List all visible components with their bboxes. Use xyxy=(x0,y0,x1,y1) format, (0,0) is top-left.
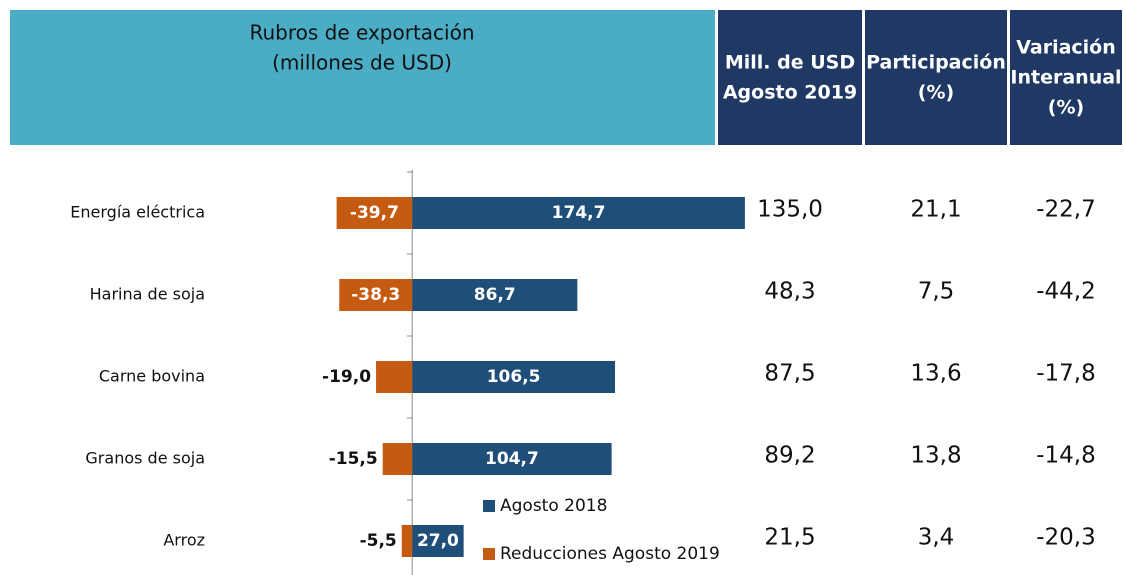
header-cell xyxy=(718,10,862,145)
table-cell: -14,8 xyxy=(1036,443,1096,469)
bar xyxy=(382,443,413,475)
bar xyxy=(339,279,413,311)
bar xyxy=(336,197,413,229)
table-cell: -20,3 xyxy=(1036,525,1096,551)
table-cell: 7,5 xyxy=(918,279,955,305)
bar xyxy=(376,361,413,393)
data-label: -39,7 xyxy=(350,203,399,223)
bar xyxy=(412,525,464,557)
table-cell: -17,8 xyxy=(1036,361,1096,387)
table-cell: -22,7 xyxy=(1036,197,1096,223)
category-label: Harina de soja xyxy=(90,285,205,304)
column-header: Mill. de USD xyxy=(725,52,855,74)
data-label: 27,0 xyxy=(417,531,459,551)
table-cell: -44,2 xyxy=(1036,279,1096,305)
bar xyxy=(412,197,745,229)
table-cell: 89,2 xyxy=(764,443,815,469)
table-cell: 87,5 xyxy=(764,361,815,387)
data-label: 174,7 xyxy=(552,203,606,223)
chart-title: Rubros de exportación xyxy=(249,21,474,45)
legend-label: Reducciones Agosto 2019 xyxy=(500,544,720,564)
column-header: Participación xyxy=(866,52,1006,74)
category-label: Carne bovina xyxy=(99,367,205,386)
table-cell: 13,6 xyxy=(910,361,961,387)
column-header: Variación xyxy=(1016,37,1116,59)
data-label: 86,7 xyxy=(474,285,516,305)
header-cell xyxy=(10,10,715,145)
column-header: (%) xyxy=(1048,97,1084,119)
bar xyxy=(412,361,616,393)
column-header: (%) xyxy=(918,82,954,104)
legend-swatch xyxy=(483,548,495,560)
table-cell: 21,1 xyxy=(910,197,961,223)
table-cell: 13,8 xyxy=(910,443,961,469)
column-header: Agosto 2019 xyxy=(723,82,857,104)
header-cell xyxy=(1010,10,1122,145)
bar xyxy=(401,525,413,557)
data-label: -19,0 xyxy=(322,367,371,387)
header-cell xyxy=(865,10,1007,145)
category-label: Granos de soja xyxy=(85,449,205,468)
category-label: Energía eléctrica xyxy=(70,203,205,222)
legend-swatch xyxy=(483,500,495,512)
data-label: -15,5 xyxy=(329,449,378,469)
category-label: Arroz xyxy=(163,531,205,550)
data-label: -38,3 xyxy=(351,285,400,305)
data-label: -5,5 xyxy=(360,531,397,551)
bar xyxy=(412,279,578,311)
legend-label: Agosto 2018 xyxy=(500,496,607,516)
chart-title: (millones de USD) xyxy=(272,51,452,75)
table-cell: 21,5 xyxy=(764,525,815,551)
table-cell: 48,3 xyxy=(764,279,815,305)
data-label: 106,5 xyxy=(487,367,541,387)
data-label: 104,7 xyxy=(485,449,539,469)
bar xyxy=(412,443,612,475)
table-cell: 135,0 xyxy=(757,197,823,223)
column-header: Interanual xyxy=(1010,67,1121,89)
table-cell: 3,4 xyxy=(918,525,955,551)
